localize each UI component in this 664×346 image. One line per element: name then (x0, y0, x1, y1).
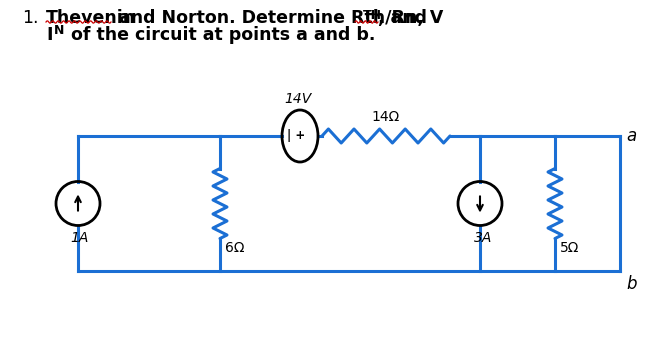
Text: 1.: 1. (22, 9, 39, 27)
Text: 14Ω: 14Ω (372, 110, 400, 124)
Text: I: I (46, 26, 52, 44)
Text: and Norton. Determine Rth/Rn, V: and Norton. Determine Rth/Rn, V (113, 9, 444, 27)
Text: a: a (626, 127, 636, 145)
Text: b: b (626, 275, 637, 293)
Text: | +: | + (287, 129, 305, 143)
Text: , and: , and (378, 9, 427, 27)
Text: Thevenin: Thevenin (46, 9, 136, 27)
Text: 14V: 14V (284, 92, 311, 106)
Text: TH: TH (363, 9, 382, 22)
Text: 6Ω: 6Ω (225, 242, 244, 255)
Text: 3A: 3A (474, 231, 492, 246)
Text: N: N (54, 24, 64, 37)
Text: of the circuit at points a and b.: of the circuit at points a and b. (65, 26, 375, 44)
Text: 1A: 1A (71, 231, 89, 246)
Text: 5Ω: 5Ω (560, 242, 580, 255)
